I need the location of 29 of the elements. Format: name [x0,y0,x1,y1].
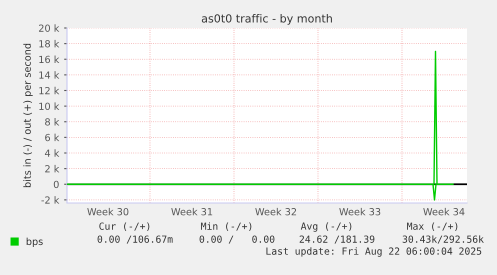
chart-title: as0t0 traffic - by month [202,14,332,25]
text: Avg (-/+) [300,222,352,232]
x-tick-label: Week 30 [87,208,128,216]
y-tick-label: 8 k [45,118,60,126]
y-tick-label: 4 k [44,149,60,157]
text: 0.00 /106.67m [98,235,173,244]
text: Max (-/+) [407,222,458,231]
text: Cur (-/+) [99,222,150,231]
x-tick-label: Week 32 [255,208,296,216]
y-tick-label: -2 k [41,196,60,204]
y-tick-label: 0 [54,180,59,188]
legend-label: bps [26,238,43,247]
y-tick-label: 20 k [38,24,60,32]
text: 30.43k/292.56k [402,235,484,244]
y-tick-label: 18 k [39,40,60,48]
y-tick-label: 6 k [45,134,60,142]
x-tick-label: Week 31 [171,208,212,216]
y-tick-label: 16 k [39,56,60,64]
x-tick-label: Week 33 [339,208,380,216]
y-axis-title: bits in (-) / out (+) per second [23,44,33,188]
y-tick-label: 12 k [39,86,60,94]
y-tick-label: 10 k [39,102,60,110]
y-tick-label: 2 k [45,164,60,172]
x-tick-label: Week 34 [423,208,465,216]
text: 24.62 /181.39 [300,235,374,244]
y-tick-label: 14 k [39,71,60,79]
text: Last update: Fri Aug 22 06:00:04 2025 [266,247,482,257]
text: 0.00 / 0.00 [200,235,274,244]
text: Min (-/+) [201,222,252,231]
